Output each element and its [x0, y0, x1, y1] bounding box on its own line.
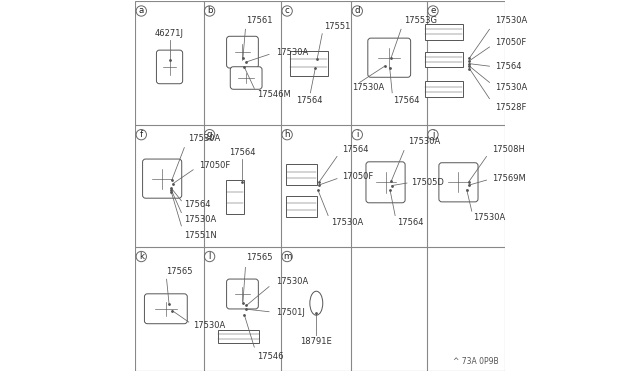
Text: 17551N: 17551N [184, 231, 217, 240]
Text: 17546: 17546 [257, 352, 284, 361]
Text: b: b [207, 6, 212, 16]
FancyBboxPatch shape [425, 52, 463, 67]
Text: 17564: 17564 [229, 148, 256, 157]
Text: 17564: 17564 [393, 96, 419, 105]
Text: f: f [140, 130, 143, 139]
Text: ^ 73A 0P9B: ^ 73A 0P9B [454, 357, 499, 366]
Text: e: e [430, 6, 436, 16]
FancyBboxPatch shape [425, 81, 463, 97]
Text: 17530A: 17530A [473, 213, 506, 222]
Text: j: j [432, 130, 434, 139]
FancyBboxPatch shape [366, 162, 405, 203]
Text: 17530A: 17530A [495, 16, 527, 25]
Text: 17050F: 17050F [199, 161, 230, 170]
Text: 17546M: 17546M [257, 90, 291, 99]
Text: 17530A: 17530A [193, 321, 226, 330]
Text: 17528F: 17528F [495, 103, 527, 112]
Text: 17530A: 17530A [184, 215, 216, 224]
FancyBboxPatch shape [425, 24, 463, 39]
Text: 17530A: 17530A [331, 218, 364, 227]
Text: 17530A: 17530A [276, 276, 308, 286]
Text: g: g [207, 130, 212, 139]
Text: 18791E: 18791E [300, 337, 332, 346]
FancyBboxPatch shape [290, 51, 328, 76]
FancyBboxPatch shape [143, 159, 182, 198]
Text: 17050F: 17050F [495, 38, 527, 47]
Text: 17530A: 17530A [188, 134, 220, 142]
Text: m: m [283, 252, 291, 261]
Text: l: l [209, 252, 211, 261]
FancyBboxPatch shape [156, 50, 182, 84]
Text: 17564: 17564 [495, 62, 522, 71]
Text: i: i [356, 130, 358, 139]
Text: 17569M: 17569M [492, 174, 525, 183]
Text: 17553G: 17553G [404, 16, 437, 25]
Text: d: d [355, 6, 360, 16]
Text: h: h [284, 130, 290, 139]
Ellipse shape [310, 291, 323, 315]
Text: k: k [139, 252, 144, 261]
Text: 17564: 17564 [342, 145, 369, 154]
FancyBboxPatch shape [439, 163, 478, 202]
Text: 17050F: 17050F [342, 172, 373, 181]
Text: 46271J: 46271J [155, 29, 184, 38]
FancyBboxPatch shape [287, 164, 317, 186]
Text: 17505D: 17505D [412, 178, 444, 187]
FancyBboxPatch shape [145, 294, 188, 324]
Text: 17565: 17565 [166, 267, 193, 276]
FancyBboxPatch shape [227, 180, 244, 214]
Text: 17551: 17551 [324, 22, 350, 31]
Text: 17564: 17564 [296, 96, 322, 105]
Text: 17530A: 17530A [352, 83, 385, 92]
Text: c: c [285, 6, 289, 16]
Text: 17530A: 17530A [495, 83, 527, 92]
Text: 17508H: 17508H [492, 145, 525, 154]
Text: 17564: 17564 [397, 218, 423, 227]
Text: 17564: 17564 [184, 200, 211, 209]
FancyBboxPatch shape [218, 330, 259, 343]
Text: a: a [139, 6, 144, 16]
Text: 17565: 17565 [246, 253, 273, 262]
Text: 17530A: 17530A [408, 137, 440, 146]
FancyBboxPatch shape [227, 279, 259, 309]
FancyBboxPatch shape [227, 36, 259, 68]
FancyBboxPatch shape [230, 67, 262, 89]
FancyBboxPatch shape [368, 38, 411, 77]
Text: 17501J: 17501J [276, 308, 305, 317]
FancyBboxPatch shape [287, 196, 317, 217]
Text: 17561: 17561 [246, 16, 273, 25]
Text: 17530A: 17530A [276, 48, 308, 57]
